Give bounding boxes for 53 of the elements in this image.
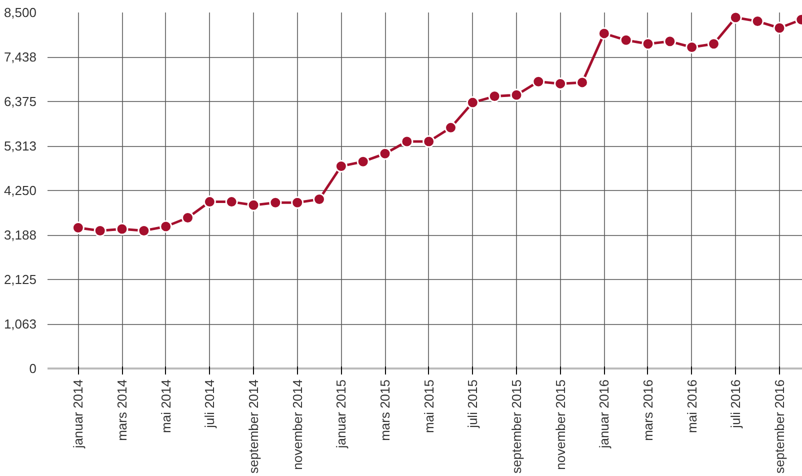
point — [247, 198, 260, 212]
y-tick-label: 1,063 — [4, 316, 37, 332]
point — [576, 76, 588, 89]
point — [203, 196, 216, 208]
point — [729, 12, 742, 24]
point — [422, 135, 436, 148]
point — [269, 196, 282, 209]
point — [510, 88, 523, 102]
point — [116, 222, 128, 236]
x-tick-label: juli 2015 — [465, 379, 480, 429]
y-tick-label: 6,375 — [4, 94, 37, 109]
x-tick-label: september 2016 — [772, 380, 787, 474]
point — [532, 75, 545, 88]
x-tick-label: november 2015 — [552, 379, 568, 470]
x-tick-label: mars 2014 — [114, 380, 130, 441]
point — [444, 121, 457, 134]
point — [378, 147, 392, 160]
x-tick-label: november 2014 — [290, 379, 305, 470]
x-tick-label: mars 2016 — [640, 380, 656, 441]
x-tick-label: januar 2015 — [334, 379, 349, 450]
point — [334, 160, 348, 172]
x-tick-label: mai 2016 — [684, 379, 700, 433]
point — [598, 27, 610, 40]
point — [466, 96, 479, 109]
y-tick-label: 3,188 — [4, 228, 37, 242]
x-tick-label: mai 2015 — [421, 379, 436, 433]
point — [686, 41, 698, 54]
x-tick-label: mai 2014 — [158, 379, 174, 433]
point — [291, 196, 304, 209]
y-tick-label: 5,313 — [4, 138, 37, 154]
y-tick-label: 8,500 — [4, 5, 37, 20]
y-tick-label: 2,125 — [4, 272, 37, 287]
x-tick-label: september 2015 — [509, 380, 524, 474]
point — [160, 220, 172, 233]
point — [664, 35, 676, 48]
point — [554, 77, 567, 90]
point — [773, 22, 786, 34]
y-tick-label: 7,438 — [4, 50, 37, 64]
x-tick-label: januar 2014 — [70, 379, 86, 450]
x-tick-label: september 2014 — [246, 380, 262, 474]
y-tick-label: 0 — [29, 361, 37, 376]
x-tick-label: mars 2015 — [378, 380, 393, 441]
x-tick-label: juli 2016 — [728, 379, 744, 429]
x-tick-label: januar 2016 — [596, 379, 612, 450]
point — [707, 38, 720, 50]
point — [620, 34, 632, 46]
point — [400, 135, 414, 148]
point — [356, 155, 370, 168]
point — [72, 222, 84, 234]
x-tick-label: juli 2014 — [202, 379, 218, 429]
point — [488, 90, 501, 103]
point — [642, 38, 654, 50]
y-tick-label: 4,250 — [4, 183, 37, 198]
